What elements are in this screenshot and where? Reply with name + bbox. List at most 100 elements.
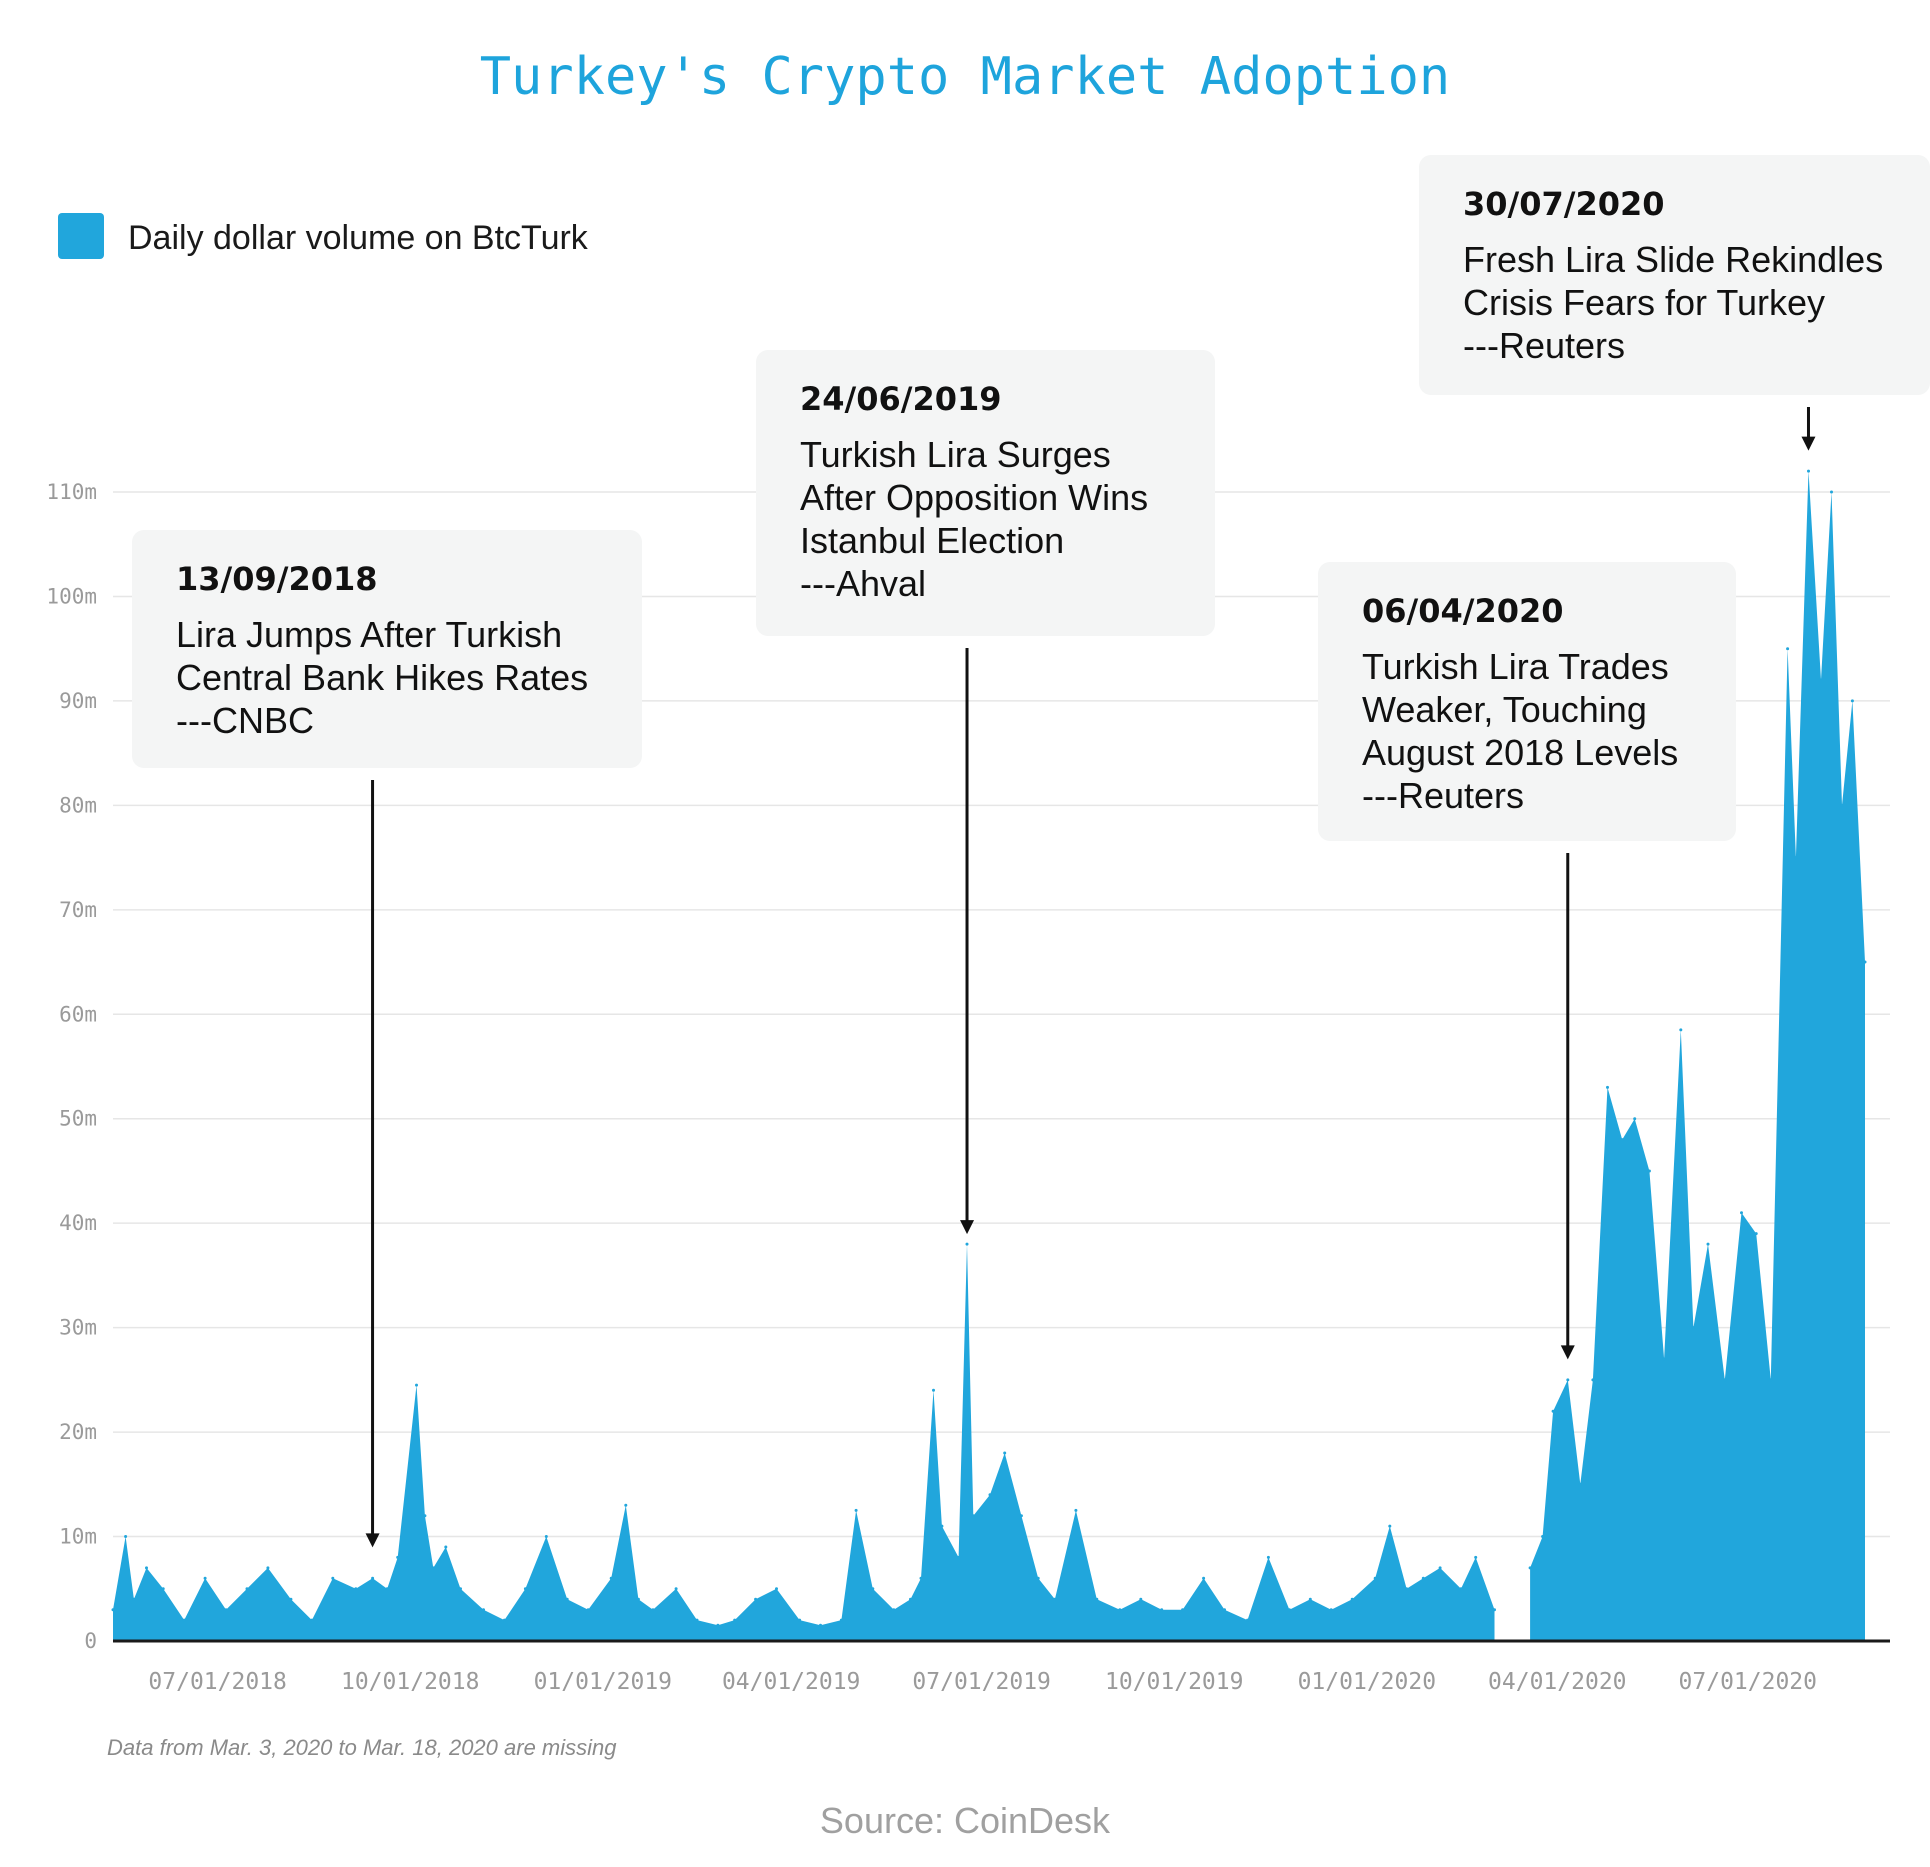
data-point [674,1587,678,1591]
data-point [1308,1597,1312,1601]
data-point [502,1618,506,1622]
y-tick-label: 80m [59,793,97,817]
x-axis-ticks: 07/01/2018 10/01/2018 01/01/2019 04/01/2019… [148,1669,1817,1695]
annotation-line: ---Ahval [800,563,926,604]
annotation-line: After Opposition Wins [800,477,1148,518]
data-point [1202,1576,1206,1580]
footnote: Data from Mar. 3, 2020 to Mar. 18, 2020 … [107,1735,617,1760]
data-point [1438,1566,1442,1570]
source-credit: Source: CoinDesk [820,1800,1111,1841]
data-point [354,1587,358,1591]
data-point [1541,1535,1545,1538]
data-point [161,1587,165,1591]
annotation-line: ---Reuters [1362,775,1524,816]
data-point [716,1623,720,1627]
data-point [1074,1508,1078,1512]
data-point [124,1535,128,1538]
legend-label: Daily dollar volume on BtcTurk [128,219,589,257]
data-point [371,1576,375,1580]
area-segment-2 [1530,471,1865,1642]
data-point [1036,1576,1040,1580]
x-tick-label: 04/01/2019 [722,1669,860,1695]
data-point [733,1618,737,1622]
data-point [1647,1169,1651,1173]
data-point [482,1608,485,1612]
data-point [385,1587,389,1591]
data-point [932,1388,935,1392]
annotation-4: 30/07/2020 Fresh Lira Slide RekindlesCris… [1419,155,1930,451]
annotations: 13/09/2018 Lira Jumps After TurkishCentra… [132,155,1930,1548]
y-tick-label: 60m [59,1002,97,1026]
annotation-line: Turkish Lira Trades [1362,646,1669,687]
y-tick-label: 90m [59,689,97,713]
annotation-1: 13/09/2018 Lira Jumps After TurkishCentra… [132,530,642,1548]
data-point [1287,1608,1291,1612]
data-point [1740,1211,1743,1215]
data-point [1807,469,1810,473]
data-point [971,1514,975,1518]
annotation-date: 13/09/2018 [176,560,378,598]
data-point [957,1555,961,1559]
data-point [1863,960,1867,964]
annotation-line: August 2018 Levels [1362,732,1678,773]
data-point [624,1503,628,1507]
annotation-box [1318,562,1736,841]
data-point [1266,1555,1270,1559]
annotation-date: 06/04/2020 [1362,592,1564,630]
legend-swatch [58,213,104,259]
data-point [310,1618,314,1622]
annotation-arrowhead [960,1220,975,1235]
data-point [1754,1232,1758,1236]
data-point [224,1608,228,1612]
data-point [1139,1597,1143,1601]
data-point [1181,1608,1185,1612]
data-point [798,1618,802,1622]
data-point [1620,1138,1624,1142]
data-point [331,1576,335,1580]
annotation-arrowhead [1560,1345,1575,1360]
data-point [1819,678,1823,682]
y-tick-label: 20m [59,1420,97,1444]
data-point [609,1576,613,1580]
data-point [523,1587,527,1591]
y-axis-ticks: 0 10m 20m 30m 40m 50m 60m 70m 80m 90m 100m 110m [46,480,97,1653]
x-tick-label: 01/01/2019 [534,1669,672,1695]
data-point [1019,1514,1023,1518]
data-point [444,1545,448,1549]
data-point [565,1597,569,1601]
annotation-line: Weaker, Touching [1362,689,1647,730]
data-point [1679,1028,1683,1032]
y-tick-label: 0 [84,1629,97,1653]
data-point [1350,1597,1354,1601]
data-point [1329,1608,1333,1612]
y-tick-label: 50m [59,1107,97,1131]
data-point [1003,1451,1007,1455]
data-point [586,1608,590,1612]
x-tick-label: 07/01/2019 [912,1669,1050,1695]
x-tick-label: 01/01/2020 [1298,1669,1436,1695]
annotation-line: Turkish Lira Surges [800,434,1111,475]
x-tick-label: 07/01/2018 [148,1669,286,1695]
data-point [854,1508,858,1512]
data-point [940,1524,944,1528]
data-point [1633,1117,1637,1121]
annotation-line: ---Reuters [1463,325,1625,366]
annotation-line: Central Bank Hikes Rates [176,657,588,698]
data-point [459,1587,462,1591]
data-point [1578,1482,1582,1486]
annotation-arrowhead [1801,436,1816,451]
annotation-box [132,530,642,768]
annotation-box [756,350,1215,636]
x-tick-label: 07/01/2020 [1679,1669,1817,1695]
annotation-box [1419,155,1930,395]
data-point [651,1608,655,1612]
data-point [965,1242,969,1246]
data-point [892,1608,896,1612]
data-point [754,1597,758,1601]
data-point [396,1555,400,1559]
annotation-arrowhead [365,1533,380,1548]
data-point [1053,1597,1057,1601]
